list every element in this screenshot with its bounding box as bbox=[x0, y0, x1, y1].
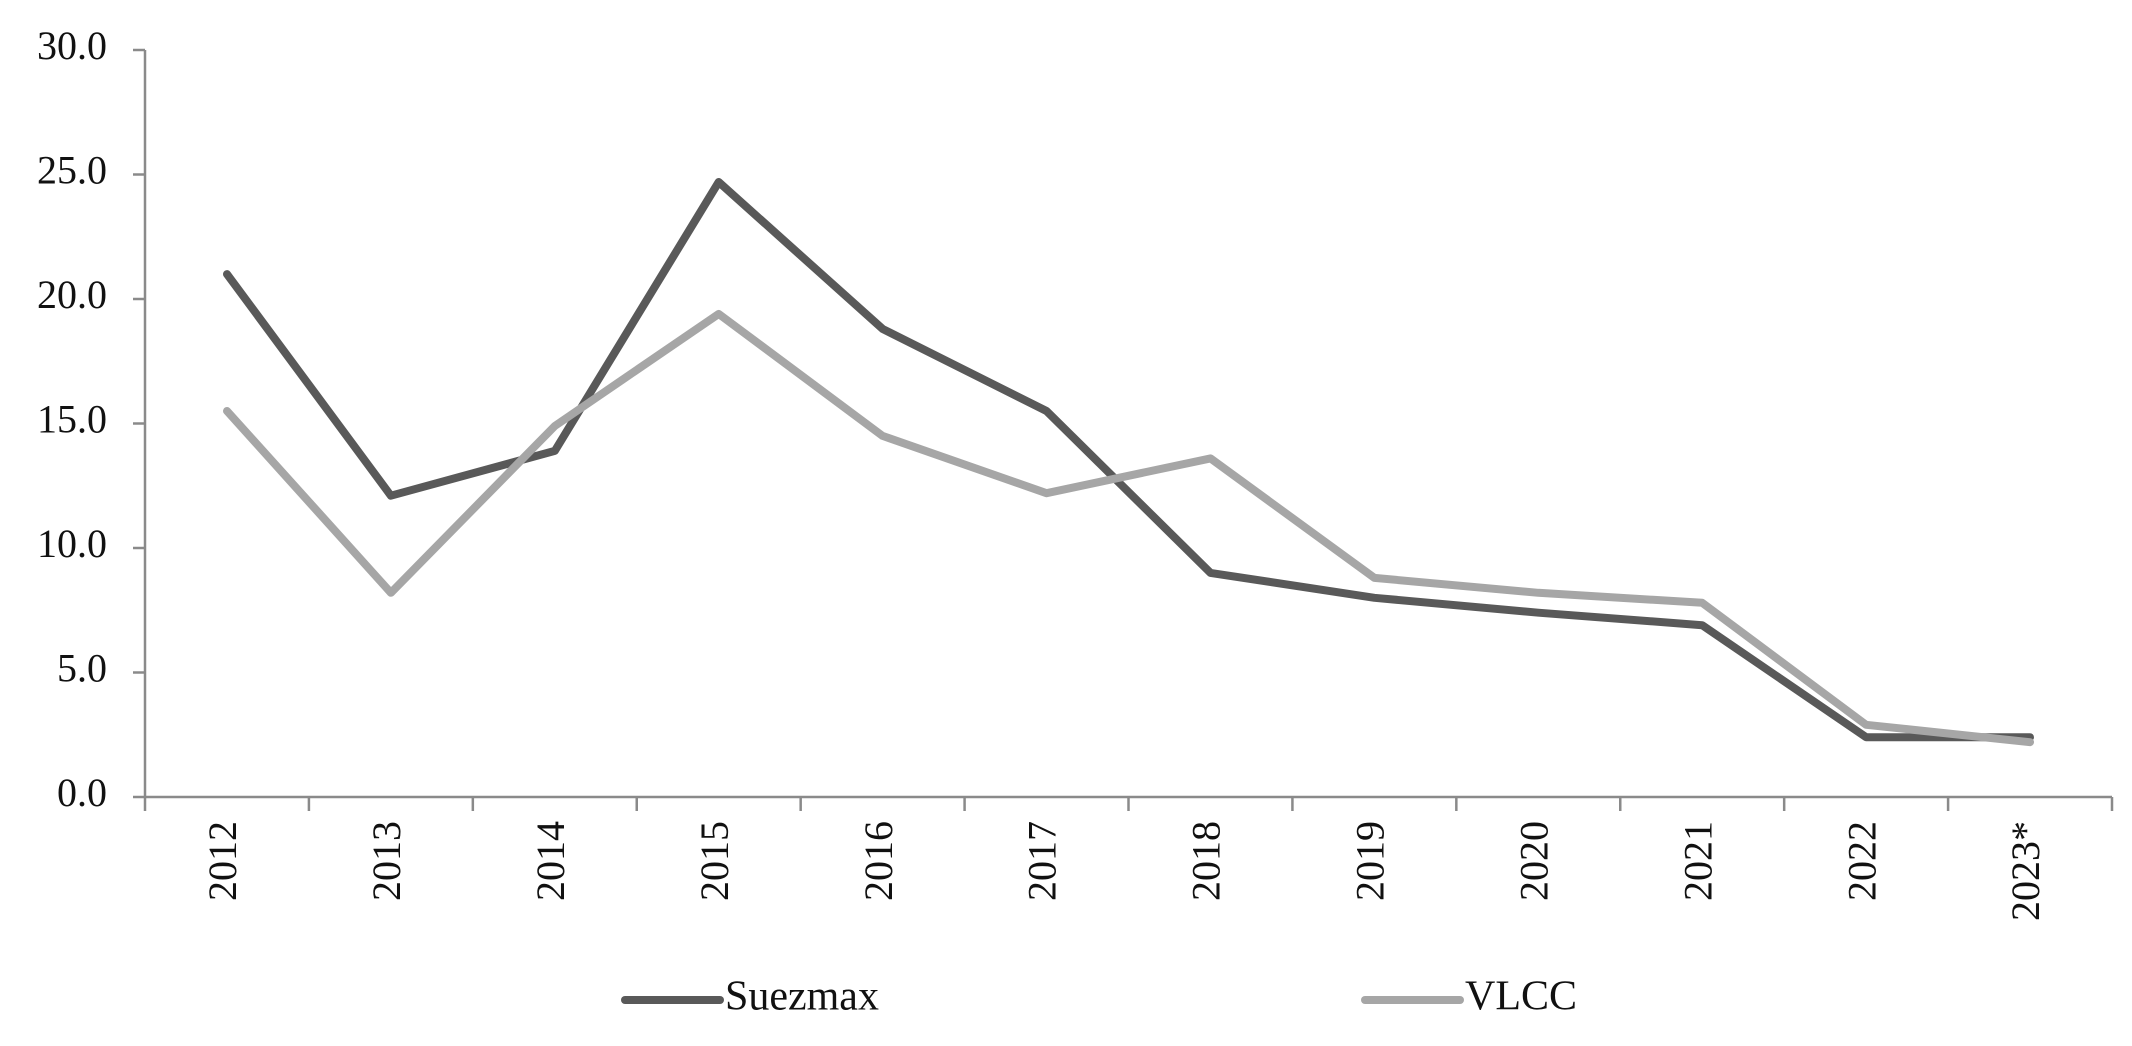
x-tick-label: 2020 bbox=[1511, 821, 1556, 901]
legend: Suezmax VLCC bbox=[621, 974, 1577, 1020]
y-tick-label: 15.0 bbox=[37, 397, 107, 442]
y-tick-label: 25.0 bbox=[37, 148, 107, 193]
x-tick-label: 2016 bbox=[856, 821, 901, 901]
series-line-vlcc bbox=[223, 309, 2034, 747]
x-tick-label: 2013 bbox=[364, 821, 409, 901]
legend-label-vlcc: VLCC bbox=[1465, 974, 1577, 1020]
x-tick-label: 2015 bbox=[692, 821, 737, 901]
x-tick-label: 2022 bbox=[1839, 821, 1884, 901]
x-tick-label: 2014 bbox=[528, 821, 573, 901]
series-lines bbox=[223, 178, 2034, 747]
x-tick-label: 2019 bbox=[1348, 821, 1393, 901]
y-tick-label: 5.0 bbox=[57, 646, 107, 691]
y-tick-label: 10.0 bbox=[37, 521, 107, 566]
y-tick-label: 30.0 bbox=[37, 23, 107, 68]
y-tick-label: 0.0 bbox=[57, 770, 107, 815]
x-tick-label: 2018 bbox=[1184, 821, 1229, 901]
x-tick-label: 2012 bbox=[200, 821, 245, 901]
y-axis: 0.0 5.0 10.0 15.0 20.0 25.0 30.0 bbox=[37, 23, 147, 815]
x-tick-label: 2021 bbox=[1675, 821, 1720, 901]
series-line-suezmax bbox=[223, 178, 2034, 742]
x-tick-label: 2023* bbox=[2003, 821, 2048, 921]
x-tick-label: 2017 bbox=[1020, 821, 1065, 901]
x-axis: 2012 2013 2014 2015 2016 2017 2018 2019 2020 2021… bbox=[143, 795, 2114, 921]
legend-label-suezmax: Suezmax bbox=[725, 974, 879, 1020]
y-tick-label: 20.0 bbox=[37, 272, 107, 317]
